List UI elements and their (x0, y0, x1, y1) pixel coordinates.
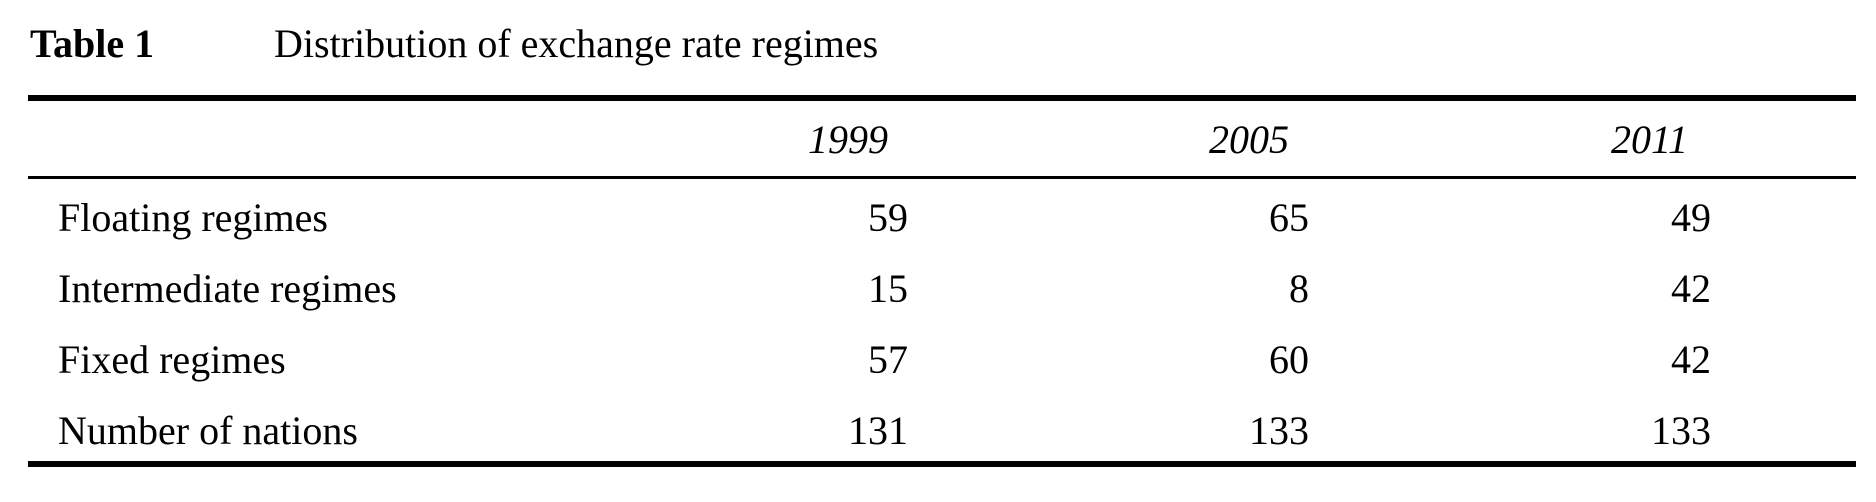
cell-intermediate-2005: 8 (1289, 266, 1309, 311)
cell-floating-2005: 65 (1269, 195, 1309, 240)
cell-fixed-2005: 60 (1269, 337, 1309, 382)
table-row: Fixed regimes 57 60 42 (28, 324, 1856, 395)
cell-intermediate-2011: 42 (1671, 266, 1711, 311)
row-label-floating-regimes: Floating regimes (58, 195, 328, 240)
row-label-number-of-nations: Number of nations (58, 408, 358, 453)
table-row: Floating regimes 59 65 49 (28, 182, 1856, 253)
table-title: Distribution of exchange rate regimes (274, 21, 879, 66)
column-header-2011: 2011 (1611, 117, 1689, 162)
row-label-intermediate-regimes: Intermediate regimes (58, 266, 397, 311)
top-rule (28, 95, 1856, 101)
cell-fixed-2011: 42 (1671, 337, 1711, 382)
cell-floating-2011: 49 (1671, 195, 1711, 240)
cell-floating-1999: 59 (868, 195, 908, 240)
cell-intermediate-1999: 15 (868, 266, 908, 311)
table-header-row: 1999 2005 2011 (28, 110, 1856, 170)
header-rule (28, 176, 1856, 179)
table-row: Intermediate regimes 15 8 42 (28, 253, 1856, 324)
row-label-fixed-regimes: Fixed regimes (58, 337, 286, 382)
column-header-2005: 2005 (1209, 117, 1289, 162)
table-caption: Table 1 Distribution of exchange rate reg… (30, 14, 878, 74)
cell-fixed-1999: 57 (868, 337, 908, 382)
column-header-1999: 1999 (808, 117, 888, 162)
table-body: Floating regimes 59 65 49 Intermediate r… (28, 182, 1856, 466)
cell-nations-1999: 131 (848, 408, 908, 453)
table-row: Number of nations 131 133 133 (28, 395, 1856, 466)
cell-nations-2011: 133 (1651, 408, 1711, 453)
bottom-rule (28, 461, 1856, 467)
table-label: Table 1 (30, 21, 155, 66)
cell-nations-2005: 133 (1249, 408, 1309, 453)
